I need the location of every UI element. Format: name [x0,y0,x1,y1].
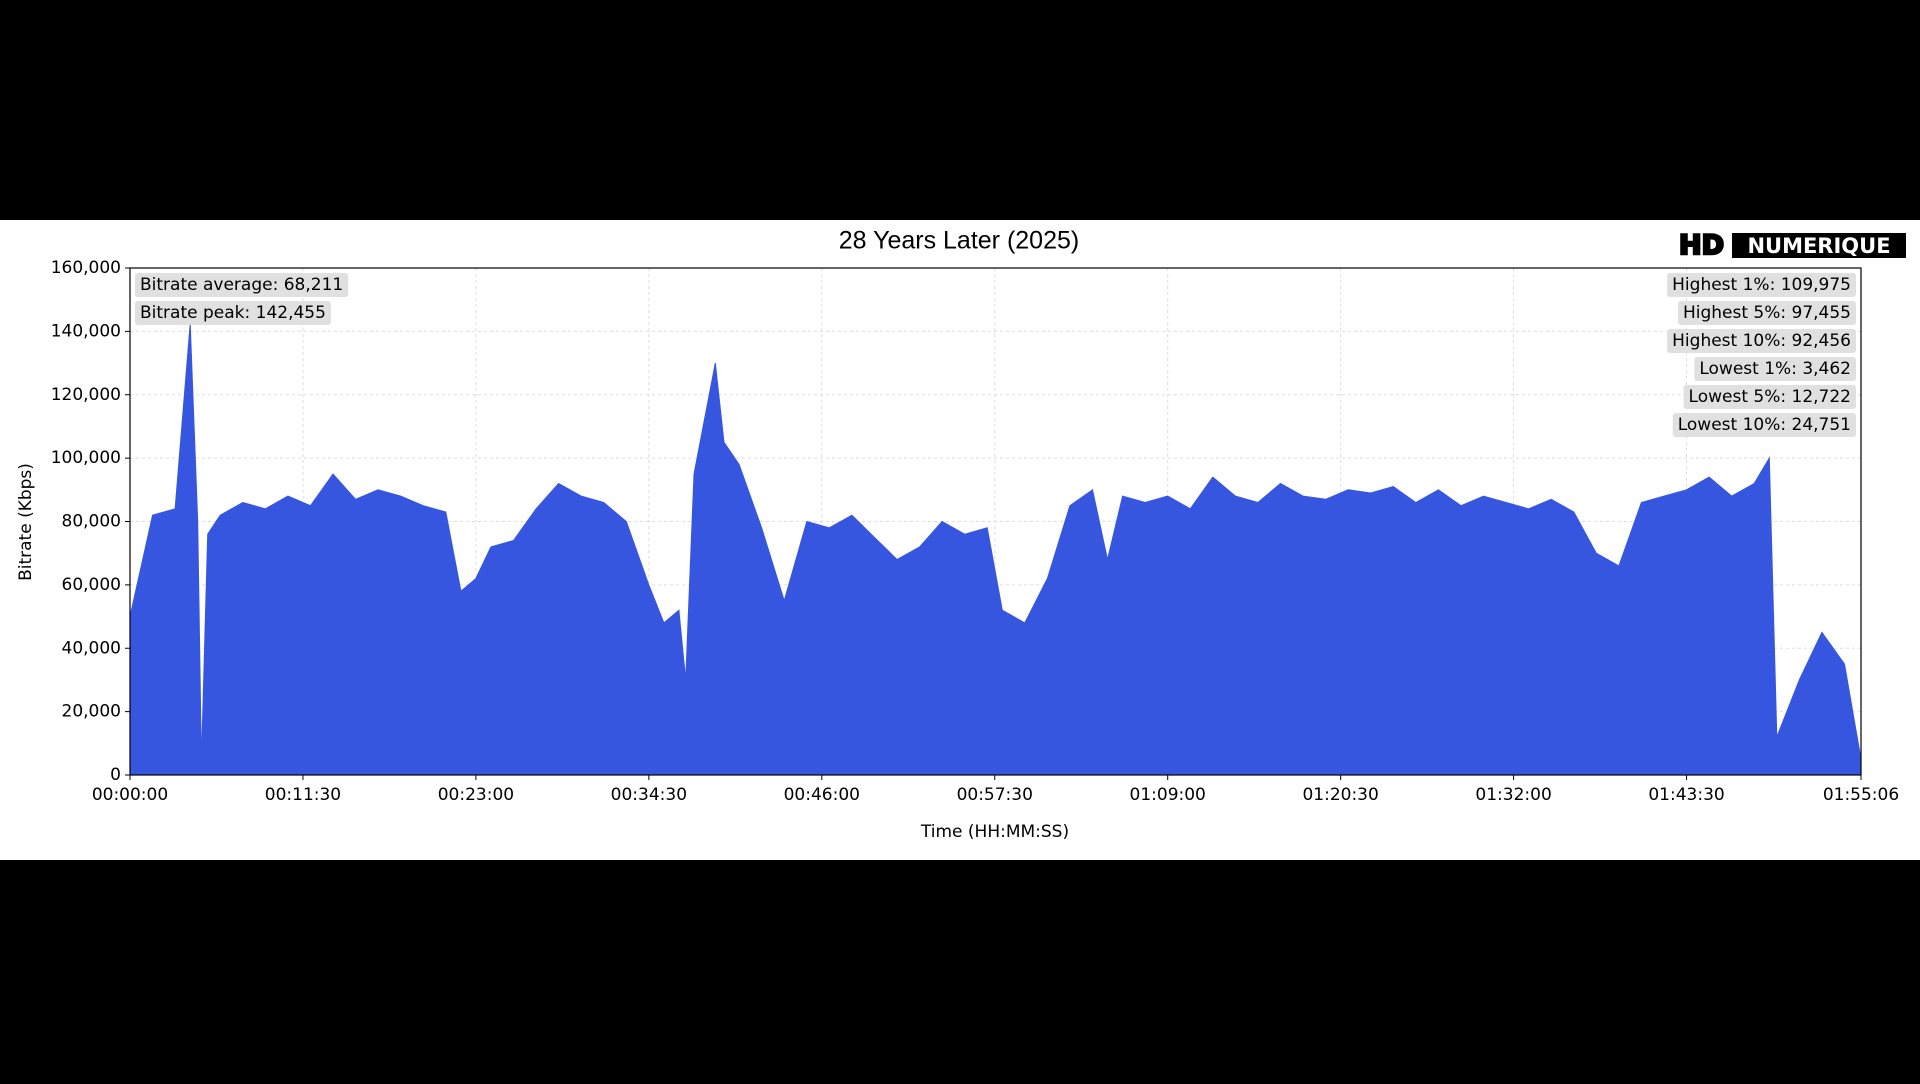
logo-name: NUMERIQUE [1747,234,1890,258]
x-tick-label: 01:55:06 [1823,785,1899,805]
x-tick-label: 00:11:30 [265,785,341,805]
stat-label: Lowest 1%: 3,462 [1699,359,1851,379]
stat-label: Lowest 5%: 12,722 [1689,387,1851,407]
stat-box-bg [1667,273,1856,297]
logo: HD NUMERIQUE [1678,229,1906,262]
x-tick-label: 01:32:00 [1475,785,1551,805]
bitrate-area [129,323,1862,776]
stat-label: Highest 1%: 109,975 [1672,275,1851,295]
y-tick-label: 80,000 [62,512,121,532]
stat-box-bg [1677,301,1856,325]
logo-hd: HD [1679,230,1724,261]
stat-box-bg [1694,357,1856,381]
stat-label: Highest 5%: 97,455 [1683,303,1851,323]
stat-label: Bitrate average: 68,211 [140,275,343,295]
stat-box: Bitrate average: 68,211 [135,273,349,297]
stat-label: Highest 10%: 92,456 [1672,331,1851,351]
x-tick-label: 01:09:00 [1130,785,1206,805]
stat-box: Highest 5%: 97,455 [1677,301,1856,325]
stat-box: Lowest 5%: 12,722 [1683,385,1856,409]
stat-box: Highest 1%: 109,975 [1667,273,1856,297]
y-tick-label: 20,000 [62,702,121,722]
chart-title: 28 Years Later (2025) [839,227,1079,255]
stat-box-bg [135,301,331,325]
stat-label: Bitrate peak: 142,455 [140,303,326,323]
stat-box: Lowest 1%: 3,462 [1694,357,1856,381]
stat-box-bg [1683,385,1856,409]
stat-box-bg [135,273,349,297]
y-tick-label: 60,000 [62,575,121,595]
stat-label: Lowest 10%: 24,751 [1678,415,1851,435]
x-tick-label: 01:43:30 [1648,785,1724,805]
y-tick-label: 120,000 [51,385,121,405]
x-tick-label: 00:00:00 [92,785,168,805]
logo-box [1732,233,1906,258]
x-axis-label: Time (HH:MM:SS) [920,822,1069,842]
y-tick-label: 160,000 [51,258,121,278]
x-tick-label: 00:23:00 [438,785,514,805]
x-tick-label: 01:20:30 [1302,785,1378,805]
y-axis-label: Bitrate (Kbps) [16,463,36,581]
stat-box-bg [1672,413,1856,437]
y-tick-label: 140,000 [51,321,121,341]
stat-box: Lowest 10%: 24,751 [1672,413,1856,437]
stat-box: Highest 10%: 92,456 [1667,329,1856,353]
y-tick-label: 40,000 [62,638,121,658]
stat-box: Bitrate peak: 142,455 [135,301,331,325]
y-tick-label: 0 [110,765,121,785]
x-tick-label: 00:57:30 [957,785,1033,805]
stat-box-bg [1667,329,1856,353]
y-tick-label: 100,000 [51,448,121,468]
x-tick-label: 00:46:00 [784,785,860,805]
x-tick-label: 00:34:30 [611,785,687,805]
